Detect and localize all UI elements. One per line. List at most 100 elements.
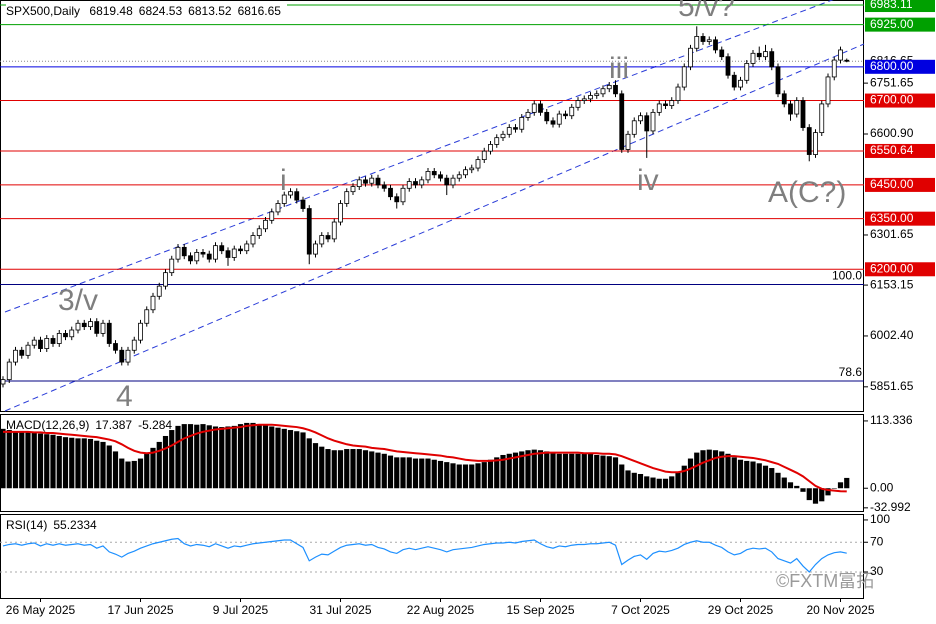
macd-bar [225, 426, 231, 489]
x-tick-label: 29 Oct 2025 [708, 603, 774, 617]
macd-bar [619, 464, 625, 489]
macd-bar [437, 460, 444, 489]
candle-body [81, 322, 87, 328]
candle-body [681, 66, 687, 88]
macd-bar [819, 488, 825, 502]
macd-bar [300, 432, 306, 489]
candle-body [63, 332, 68, 338]
y-tick-label: 6600.90 [870, 126, 914, 140]
macd-tick-label: 0.00 [870, 480, 894, 494]
candle-body [356, 179, 362, 188]
fib-label: 100.0 [832, 269, 862, 283]
candle-body [325, 235, 331, 240]
macd-bar [487, 459, 494, 489]
candle-body [188, 255, 193, 262]
candle-body [550, 120, 556, 125]
y-tick-label: 6301.65 [870, 227, 914, 241]
macd-bar [194, 424, 200, 489]
candle-body [131, 339, 137, 351]
candle-body [813, 132, 818, 155]
candle-body [300, 199, 306, 209]
candle-body [594, 93, 600, 96]
macd-bar [31, 433, 37, 489]
candle-body [331, 221, 337, 240]
candle-body [581, 98, 587, 101]
macd-bar [294, 431, 300, 489]
macd-bar [475, 463, 481, 489]
macd-bar [675, 471, 681, 489]
candle-body [0, 379, 6, 385]
macd-bar [700, 450, 706, 489]
candle-body [100, 322, 106, 334]
macd-bar [769, 468, 775, 489]
candle-body [513, 127, 518, 130]
macd-bar [56, 435, 62, 489]
candle-body [294, 191, 300, 201]
macd-bar [787, 482, 794, 489]
macd-bar [112, 451, 119, 489]
candle-body [19, 349, 25, 356]
macd-bar [19, 431, 25, 489]
macd-bar [325, 449, 331, 489]
candle-body [444, 177, 450, 186]
macd-bar [806, 488, 812, 501]
candle-body [631, 120, 637, 135]
macd-bar [156, 441, 162, 489]
x-tick-label: 31 Jul 2025 [309, 603, 371, 617]
candle-body [806, 127, 812, 155]
macd-bar [569, 453, 575, 489]
macd-bar [594, 454, 600, 489]
macd-bar [125, 461, 131, 489]
macd-bar [94, 440, 100, 489]
candle-body [606, 84, 612, 90]
candle-body [600, 88, 606, 95]
macd-bar [750, 461, 756, 489]
candle-body [338, 203, 343, 223]
macd-bar [381, 453, 387, 489]
candle-body [638, 115, 643, 122]
macd-bar [237, 424, 244, 489]
y-tick-label: 5851.65 [870, 379, 914, 393]
macd-bar [212, 426, 219, 489]
level-box [865, 177, 935, 192]
level-label: 6700.00 [870, 93, 914, 107]
candle-body [406, 181, 412, 189]
candle-body [825, 76, 831, 105]
candle-body [663, 103, 668, 107]
level-box [865, 262, 935, 277]
macd-bar [606, 456, 612, 489]
macd-bar [187, 424, 194, 489]
level-box [865, 143, 935, 158]
candle-body [213, 245, 218, 260]
macd-bar [631, 472, 637, 489]
candle-body [369, 177, 375, 184]
candle-body [800, 100, 806, 128]
macd-bar [525, 450, 531, 489]
ohlc-high: 6824.53 [138, 4, 183, 18]
macd-bar [575, 453, 581, 489]
candle-body [456, 174, 462, 179]
signal-value: -5.284 [138, 418, 173, 432]
candle-body [713, 39, 718, 51]
candle-body [238, 248, 243, 252]
candle-body [206, 253, 212, 260]
macd-bar [625, 470, 631, 489]
macd-bar [69, 437, 75, 489]
macd-bar [181, 424, 187, 489]
candle-body [475, 159, 481, 169]
level-box [865, 211, 935, 226]
macd-bar [50, 434, 56, 489]
candle-body [250, 235, 256, 245]
macd-bar [550, 452, 556, 489]
candle-body [125, 349, 131, 363]
level-label: 6350.00 [870, 211, 914, 225]
macd-bar [612, 457, 619, 489]
candle-body [413, 181, 418, 186]
candle-body [750, 52, 756, 64]
candle-body [794, 100, 800, 115]
candle-body [506, 127, 512, 135]
macd-bar [262, 425, 269, 489]
macd-bar [731, 457, 737, 489]
rsi-header: RSI(14) 55.2334 [6, 518, 103, 532]
